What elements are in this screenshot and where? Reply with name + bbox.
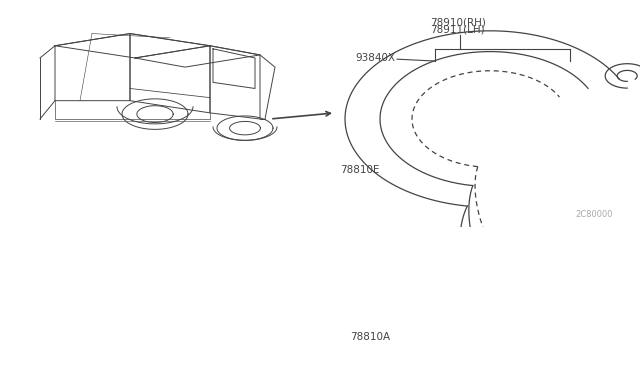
Text: 78911(LH): 78911(LH) <box>430 25 484 35</box>
Text: 78810A: 78810A <box>350 332 390 342</box>
Text: 2C80000: 2C80000 <box>575 209 612 219</box>
Text: 93840X: 93840X <box>355 53 395 63</box>
Text: 78810E: 78810E <box>340 165 380 175</box>
Text: 78910(RH): 78910(RH) <box>430 17 486 28</box>
